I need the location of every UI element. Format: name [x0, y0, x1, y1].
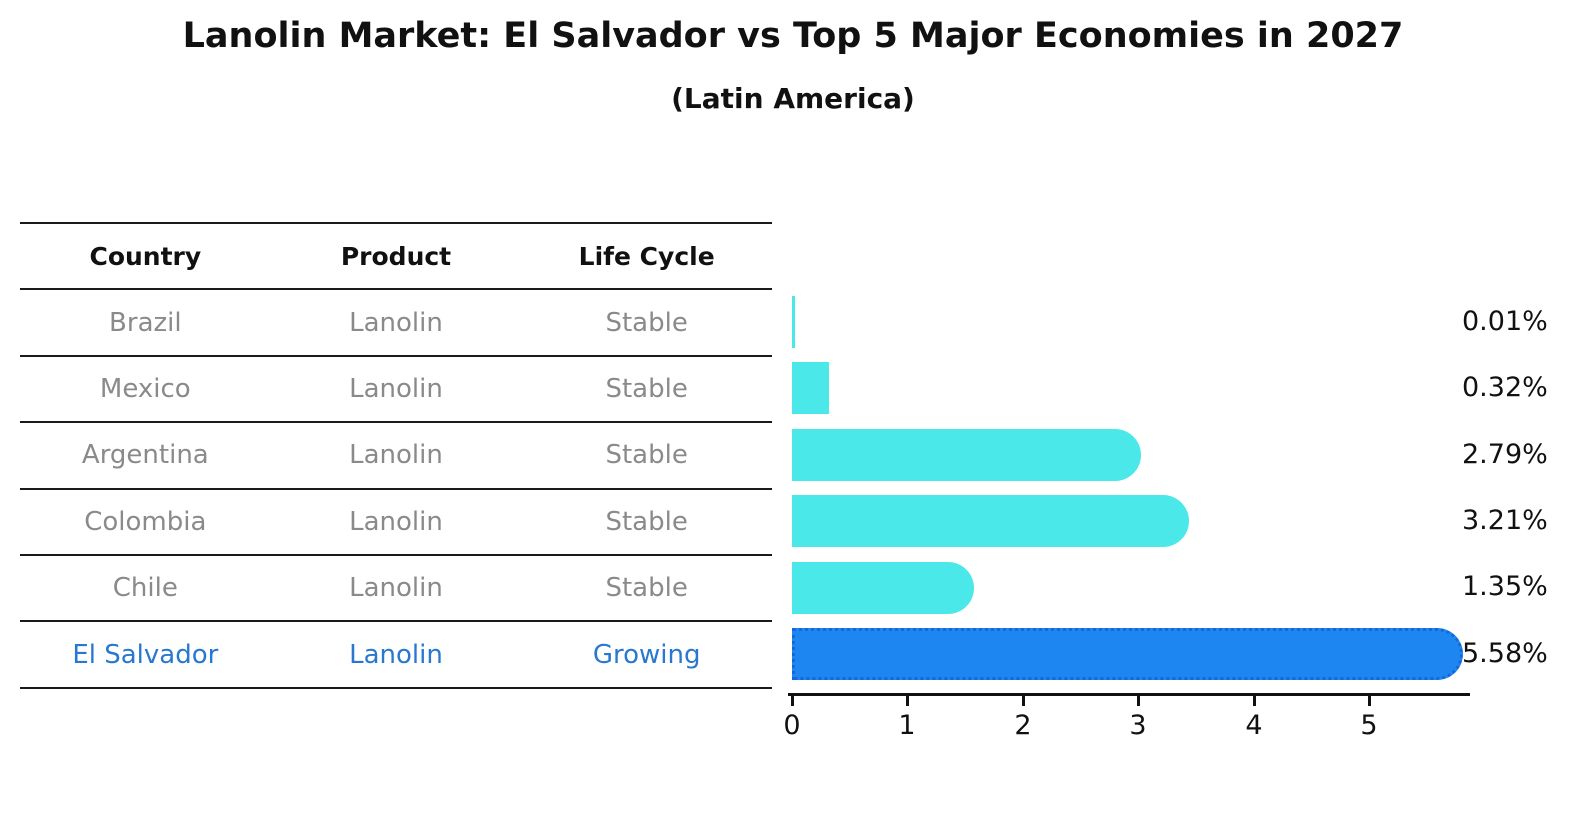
- life-cycle-cell: Stable: [605, 573, 688, 604]
- value-label-chile: 1.35%: [1462, 571, 1548, 602]
- x-axis-tick: [1022, 696, 1025, 706]
- table-row-highlighted: El Salvador Lanolin Growing: [20, 622, 772, 689]
- table-row: Argentina Lanolin Stable: [20, 423, 772, 490]
- country-table: Country Product Life Cycle Brazil Lanoli…: [20, 222, 772, 689]
- country-cell: Mexico: [99, 373, 191, 404]
- bar-argentina: [792, 429, 1141, 481]
- country-cell: El Salvador: [72, 639, 219, 670]
- x-axis-tick: [1137, 696, 1140, 706]
- product-cell: Lanolin: [349, 307, 443, 338]
- column-header-life-cycle: Life Cycle: [578, 241, 715, 271]
- bar-chile: [792, 562, 974, 614]
- product-cell: Lanolin: [349, 373, 443, 404]
- life-cycle-cell: Stable: [605, 440, 688, 471]
- x-axis-line: [788, 693, 1470, 696]
- country-cell: Brazil: [109, 307, 182, 338]
- table-header-row: Country Product Life Cycle: [20, 224, 772, 291]
- country-cell: Colombia: [84, 506, 207, 537]
- bar-brazil: [792, 296, 795, 348]
- value-label-mexico: 0.32%: [1462, 372, 1548, 403]
- x-axis-tick-label: 5: [1360, 710, 1378, 741]
- column-header-country: Country: [89, 241, 202, 271]
- x-axis-tick-label: 1: [898, 710, 916, 741]
- value-label-argentina: 2.79%: [1462, 439, 1548, 470]
- bar-mexico: [792, 362, 829, 414]
- bar-el-salvador: [792, 628, 1463, 680]
- product-cell: Lanolin: [349, 573, 443, 604]
- table-row: Colombia Lanolin Stable: [20, 490, 772, 556]
- life-cycle-cell: Growing: [592, 639, 701, 670]
- life-cycle-cell: Stable: [605, 506, 688, 537]
- column-header-product: Product: [340, 241, 452, 271]
- table-row: Chile Lanolin Stable: [20, 556, 772, 623]
- value-label-colombia: 3.21%: [1462, 505, 1548, 536]
- country-cell: Argentina: [81, 440, 209, 471]
- x-axis-tick: [906, 696, 909, 706]
- value-label-el-salvador: 5.58%: [1462, 638, 1548, 669]
- table-row: Brazil Lanolin Stable: [20, 290, 772, 357]
- product-cell: Lanolin: [349, 639, 443, 670]
- life-cycle-cell: Stable: [605, 307, 688, 338]
- bar-colombia: [792, 495, 1189, 547]
- x-axis-tick: [1368, 696, 1371, 706]
- table-row: Mexico Lanolin Stable: [20, 357, 772, 424]
- x-axis-tick-label: 3: [1129, 710, 1147, 741]
- value-label-brazil: 0.01%: [1462, 306, 1548, 337]
- x-axis-tick-label: 4: [1245, 710, 1263, 741]
- country-cell: Chile: [112, 573, 178, 604]
- product-cell: Lanolin: [349, 506, 443, 537]
- chart-subtitle: (Latin America): [671, 82, 915, 115]
- product-cell: Lanolin: [349, 440, 443, 471]
- x-axis-tick: [1253, 696, 1256, 706]
- x-axis-tick-label: 0: [783, 710, 801, 741]
- x-axis-tick-label: 2: [1014, 710, 1032, 741]
- x-axis-tick: [791, 696, 794, 706]
- life-cycle-cell: Stable: [605, 373, 688, 404]
- chart-title: Lanolin Market: El Salvador vs Top 5 Maj…: [182, 16, 1404, 56]
